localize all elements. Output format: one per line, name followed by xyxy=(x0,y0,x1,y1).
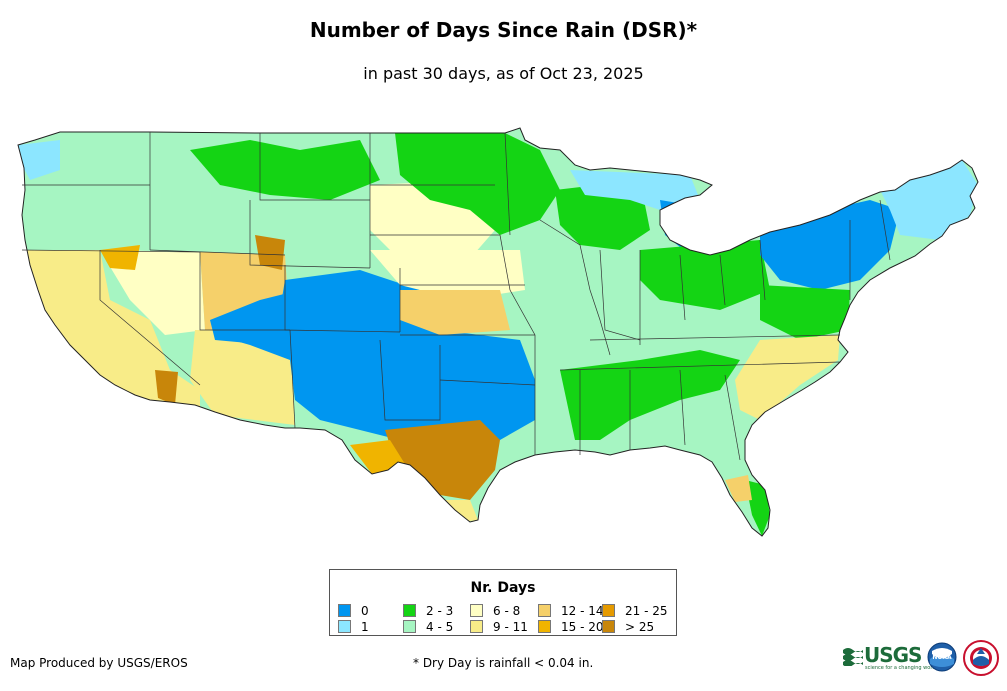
region-arizona-dry xyxy=(190,330,295,425)
usgs-logo-text: USGS xyxy=(864,643,922,667)
nws-logo-icon xyxy=(963,640,999,676)
region-pacnw-light xyxy=(18,140,60,180)
region-utah-brown xyxy=(255,235,285,270)
producer-credit: Map Produced by USGS/EROS xyxy=(10,656,188,670)
legend-label: 1 xyxy=(361,620,369,634)
legend-swatch xyxy=(602,620,615,633)
legend-swatch xyxy=(403,604,416,617)
legend-item-2: 2 - 3 xyxy=(403,604,453,618)
legend-label: 6 - 8 xyxy=(493,604,521,618)
map-title: Number of Days Since Rain (DSR)* xyxy=(309,18,698,42)
noaa-logo-icon: NOAA xyxy=(927,642,957,672)
legend-swatch xyxy=(403,620,416,633)
legend-title: Nr. Days xyxy=(470,580,536,596)
region-socal-brown xyxy=(155,370,178,405)
legend-swatch xyxy=(338,604,351,617)
legend-item-0: 0 xyxy=(338,604,369,618)
dsr-regions xyxy=(18,133,978,536)
region-newengland-light xyxy=(880,160,978,240)
region-nevada-light xyxy=(100,250,205,335)
legend-item-4: 6 - 8 xyxy=(470,604,520,618)
region-colorado-wet xyxy=(210,290,320,345)
legend-item-6: 12 - 14 xyxy=(538,604,604,618)
legend-item-1: 1 xyxy=(338,620,369,634)
region-florida-dry xyxy=(725,475,752,502)
legend-label: 12 - 14 xyxy=(561,604,604,618)
noaa-logo-text: NOAA xyxy=(932,654,952,661)
region-montana-green xyxy=(190,140,380,200)
legend-swatch xyxy=(538,604,551,617)
region-midatlantic-green xyxy=(760,285,850,340)
conus-outline xyxy=(17,127,979,537)
legend-label: 15 - 20 xyxy=(561,620,604,634)
conus-base xyxy=(18,128,978,536)
legend-label: 21 - 25 xyxy=(625,604,668,618)
legend-label: > 25 xyxy=(625,620,655,634)
region-superior-light xyxy=(570,170,700,210)
state-borders xyxy=(21,132,891,461)
usgs-logo: USGS science for a changing world xyxy=(843,643,937,671)
legend-label: 4 - 5 xyxy=(426,620,454,634)
dry-day-footnote: * Dry Day is rainfall < 0.04 in. xyxy=(413,656,594,670)
region-ohio-green xyxy=(640,240,770,310)
region-northeast-wet xyxy=(760,200,900,290)
region-mississippi-green xyxy=(560,350,740,440)
usgs-logo-tagline: science for a changing world xyxy=(865,665,937,671)
region-california-dry xyxy=(22,250,200,420)
legend-swatch xyxy=(538,620,551,633)
legend: Nr. Days 0 1 2 - 3 4 - 5 6 - 8 9 - 11 12… xyxy=(329,569,677,636)
legend-label: 2 - 3 xyxy=(426,604,454,618)
region-nebraska-pale xyxy=(370,250,525,300)
region-kansas-dry xyxy=(400,290,510,335)
legend-item-8: 21 - 25 xyxy=(602,604,668,618)
legend-swatch xyxy=(338,620,351,633)
usgs-waves-icon xyxy=(843,648,863,666)
map-subtitle: in past 30 days, as of Oct 23, 2025 xyxy=(363,64,644,83)
legend-item-9: > 25 xyxy=(602,620,654,634)
legend-item-3: 4 - 5 xyxy=(403,620,453,634)
legend-item-5: 9 - 11 xyxy=(470,620,528,634)
legend-swatch xyxy=(470,604,483,617)
region-texas-dry xyxy=(385,420,500,500)
legend-label: 9 - 11 xyxy=(493,620,528,634)
region-florida-green xyxy=(745,480,770,536)
legend-label: 0 xyxy=(361,604,369,618)
legend-swatch xyxy=(602,604,615,617)
legend-item-7: 15 - 20 xyxy=(538,620,604,634)
region-southeast-yellow xyxy=(735,335,840,420)
legend-swatch xyxy=(470,620,483,633)
region-minnesota-green xyxy=(395,133,560,235)
